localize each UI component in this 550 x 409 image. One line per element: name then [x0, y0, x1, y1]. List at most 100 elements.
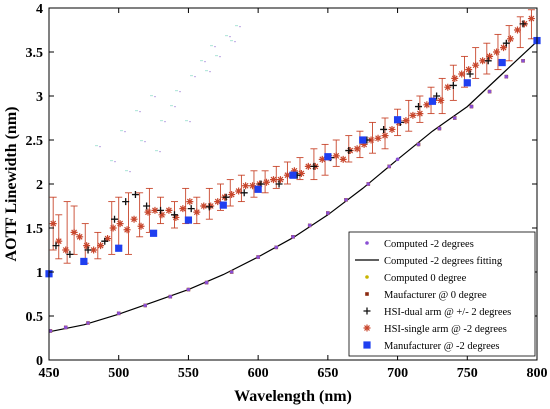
data-point	[484, 57, 492, 65]
legend-marker	[363, 307, 371, 315]
data-point	[289, 171, 297, 179]
series-hsi-dual-arm-2-degrees	[52, 20, 527, 258]
data-point	[151, 206, 159, 214]
data-point	[437, 96, 445, 104]
data-point	[219, 201, 227, 209]
artifact-mark	[225, 35, 228, 37]
data-point	[240, 189, 248, 197]
data-point	[249, 182, 257, 190]
data-point	[83, 242, 91, 250]
artifact-mark	[160, 120, 163, 122]
data-point	[274, 245, 279, 250]
x-tick-label: 450	[39, 366, 60, 381]
data-point	[90, 246, 98, 254]
data-point	[367, 136, 375, 144]
legend-item: HSI-dual arm @ +/- 2 degrees	[363, 307, 511, 318]
data-point	[104, 235, 112, 243]
x-axis-title: Wavelength (nm)	[234, 388, 352, 405]
data-point	[263, 178, 271, 186]
data-point	[498, 58, 506, 67]
data-point	[381, 132, 389, 140]
artifact-mark	[219, 56, 221, 58]
data-point	[332, 152, 340, 160]
data-point	[76, 233, 84, 241]
legend-marker	[365, 241, 369, 245]
data-point	[414, 103, 422, 111]
data-point	[205, 203, 213, 211]
data-point	[469, 104, 474, 109]
y-tick-label: 1.5	[26, 222, 44, 237]
data-point	[86, 321, 90, 325]
artifact-mark	[179, 91, 181, 93]
data-point	[366, 182, 371, 186]
data-point	[269, 176, 277, 184]
data-point	[487, 89, 492, 94]
data-point	[353, 145, 361, 153]
data-point	[84, 246, 92, 254]
data-point	[387, 164, 392, 169]
data-point	[172, 213, 180, 221]
data-point	[111, 215, 119, 223]
data-point	[66, 250, 74, 258]
legend-label: Computed -2 degrees fitting	[384, 256, 503, 267]
data-point	[402, 117, 410, 125]
data-point	[97, 242, 105, 250]
data-point	[465, 66, 473, 74]
x-tick-label: 700	[387, 366, 408, 381]
legend-marker	[365, 275, 369, 279]
data-point	[472, 61, 480, 69]
data-point	[307, 223, 312, 228]
legend-item: Computed -2 degrees fitting	[355, 256, 503, 267]
data-point	[52, 242, 60, 250]
y-tick-label: 3	[36, 90, 43, 105]
legend-item: Manufacturer @ -2 degrees	[363, 341, 500, 352]
artifact-mark	[175, 90, 178, 92]
data-point	[144, 208, 152, 216]
data-point	[62, 246, 70, 254]
data-point	[444, 83, 452, 91]
data-point	[130, 215, 138, 223]
data-point	[137, 222, 145, 230]
artifact-mark	[209, 71, 211, 73]
legend-marker	[363, 324, 371, 332]
data-point	[297, 169, 305, 177]
data-point	[131, 191, 139, 199]
data-point	[254, 185, 262, 193]
data-point	[416, 142, 421, 147]
legend-box	[348, 231, 536, 357]
data-point	[228, 191, 236, 199]
legend: Computed -2 degrees Computed -2 degrees f…	[348, 231, 536, 357]
data-point	[344, 198, 348, 202]
data-point	[116, 220, 124, 228]
y-tick-label: 0.5	[26, 310, 44, 325]
data-point	[70, 228, 78, 236]
data-point	[345, 147, 353, 155]
artifact-mark	[125, 170, 128, 172]
artifact-mark	[150, 95, 153, 97]
data-point	[200, 202, 208, 210]
series-hsi-single-arm-2-degrees	[49, 15, 535, 254]
data-point	[463, 79, 471, 87]
y-axis-title: AOTF Linewidth (nm)	[3, 107, 20, 262]
y-tick-label: 3.5	[26, 46, 44, 61]
background-artifacts	[95, 25, 241, 173]
y-tick-label: 1	[36, 266, 43, 281]
data-point	[275, 180, 283, 188]
artifact-mark	[189, 121, 191, 123]
data-point	[80, 257, 88, 266]
data-point	[283, 171, 291, 179]
data-point	[493, 48, 501, 56]
data-point	[63, 325, 68, 330]
legend-marker	[363, 341, 371, 349]
data-point	[116, 311, 121, 316]
artifact-mark	[234, 41, 236, 43]
artifact-mark	[210, 45, 213, 47]
artifact-mark	[174, 106, 176, 108]
data-point	[521, 59, 525, 63]
data-point	[165, 206, 173, 214]
data-point	[276, 176, 284, 184]
x-tick-label: 800	[527, 366, 548, 381]
artifact-mark	[120, 130, 123, 132]
data-point	[380, 125, 388, 133]
data-point	[479, 57, 487, 65]
